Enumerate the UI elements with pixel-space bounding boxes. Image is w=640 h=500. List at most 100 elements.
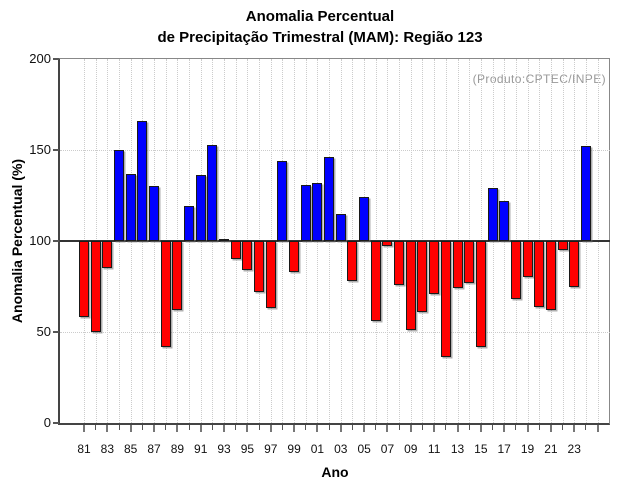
x-tick — [526, 425, 529, 432]
bar-1995 — [242, 241, 253, 271]
x-tick — [165, 425, 167, 430]
x-tick — [118, 425, 120, 430]
x-tick-label: 95 — [240, 442, 255, 456]
bar-2017 — [499, 200, 510, 241]
x-tick-label: 01 — [310, 442, 325, 456]
x-tick — [515, 425, 517, 430]
bar-1994 — [230, 241, 241, 260]
x-axis-label: Ano — [321, 464, 349, 480]
y-tick — [53, 149, 59, 151]
baseline-100 — [60, 240, 610, 242]
x-tick — [479, 425, 482, 432]
x-tick — [549, 425, 552, 432]
bar-2003 — [335, 213, 346, 241]
x-tick — [585, 425, 587, 430]
x-tick-label: 21 — [544, 442, 558, 456]
x-tick-label: 15 — [474, 442, 488, 456]
x-tick — [176, 425, 179, 432]
bar-2001 — [312, 182, 323, 241]
x-tick-label: 13 — [450, 442, 465, 456]
grid-line-horizontal — [60, 332, 610, 333]
x-tick — [235, 425, 237, 430]
bar-1982 — [90, 241, 101, 332]
x-tick — [281, 425, 283, 430]
bar-2010 — [417, 241, 428, 312]
x-tick — [293, 425, 296, 432]
x-tick-label: 93 — [217, 442, 231, 456]
x-tick — [433, 425, 436, 432]
bar-1991 — [195, 175, 206, 241]
x-tick — [83, 425, 85, 432]
x-tick — [351, 425, 353, 430]
x-tick-label: 05 — [357, 442, 371, 456]
bar-2009 — [405, 241, 416, 331]
bar-1981 — [79, 241, 89, 318]
bar-2018 — [510, 241, 521, 300]
y-tick-label: 100 — [29, 233, 51, 248]
bar-2002 — [324, 157, 335, 241]
y-tick — [53, 240, 59, 242]
bar-2005 — [359, 197, 370, 241]
x-tick — [246, 425, 249, 432]
x-tick — [375, 425, 377, 430]
x-tick-label: 23 — [567, 442, 581, 456]
bar-1996 — [254, 241, 265, 292]
bar-2012 — [440, 241, 451, 358]
x-tick — [445, 425, 447, 430]
bar-1985 — [125, 173, 136, 241]
bar-2014 — [464, 241, 475, 283]
x-tick — [503, 425, 506, 432]
x-tick — [129, 425, 132, 432]
bar-1992 — [207, 144, 218, 241]
x-tick-label: 99 — [287, 442, 301, 456]
bar-1986 — [137, 120, 148, 241]
y-tick-label: 200 — [29, 51, 51, 66]
bar-1989 — [172, 241, 183, 311]
bar-2004 — [347, 241, 358, 282]
x-tick-label: 83 — [100, 442, 115, 456]
bar-2024 — [580, 146, 591, 241]
x-tick-label: 09 — [404, 442, 418, 456]
x-tick — [492, 425, 494, 430]
bar-1997 — [265, 241, 276, 309]
x-tick — [328, 425, 330, 430]
x-tick-label: 19 — [520, 442, 535, 456]
x-tick-label: 87 — [147, 442, 161, 456]
x-tick — [573, 425, 576, 432]
x-tick — [562, 425, 564, 430]
bar-1988 — [160, 241, 171, 347]
bar-2021 — [545, 241, 556, 311]
x-tick — [269, 425, 272, 432]
bar-2019 — [522, 241, 533, 278]
bar-2020 — [534, 241, 545, 307]
x-tick — [258, 425, 260, 430]
x-tick — [339, 425, 342, 432]
x-tick — [596, 425, 599, 432]
x-tick — [456, 425, 459, 432]
x-tick-label: 89 — [170, 442, 185, 456]
x-tick — [538, 425, 540, 430]
x-tick — [421, 425, 423, 430]
x-tick — [141, 425, 143, 430]
x-tick — [211, 425, 213, 430]
source-annotation: (Produto:CPTEC/INPE) — [472, 72, 606, 86]
x-tick — [153, 425, 156, 432]
x-tick — [363, 425, 366, 432]
x-tick-label: 11 — [427, 442, 441, 456]
x-tick-label: 03 — [334, 442, 348, 456]
bar-1998 — [277, 160, 288, 241]
x-tick — [398, 425, 400, 430]
bar-2013 — [452, 241, 463, 289]
chart-subtitle: de Precipitação Trimestral (MAM): Região… — [157, 29, 483, 46]
grid-line-horizontal — [60, 150, 610, 151]
bar-2000 — [300, 184, 311, 241]
bar-2006 — [370, 241, 381, 322]
bar-1987 — [149, 186, 160, 241]
x-tick — [305, 425, 307, 430]
y-tick — [53, 331, 59, 333]
x-tick — [468, 425, 470, 430]
bar-1993 — [219, 239, 230, 241]
x-tick — [199, 425, 202, 432]
x-tick — [409, 425, 412, 432]
